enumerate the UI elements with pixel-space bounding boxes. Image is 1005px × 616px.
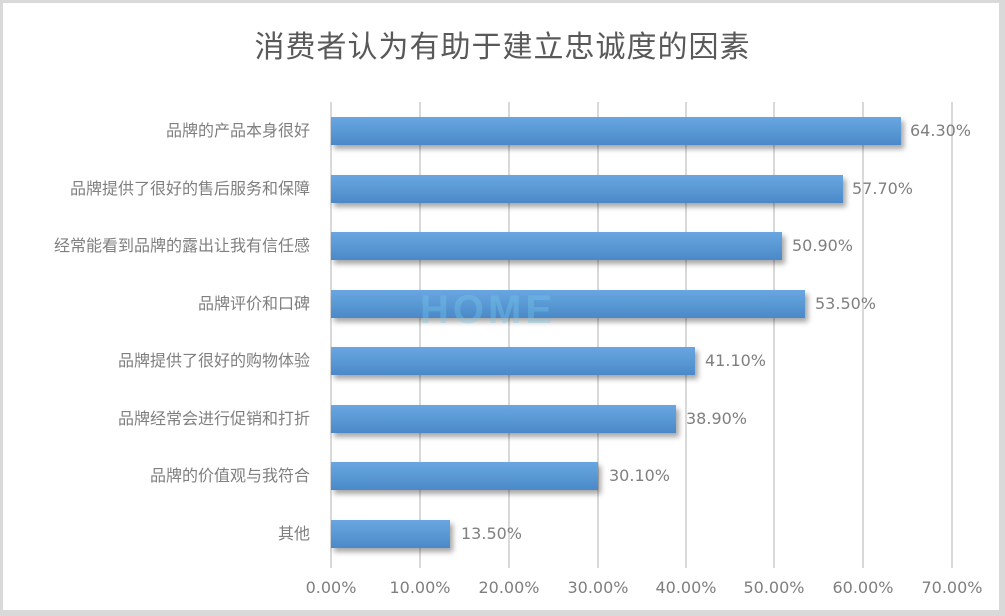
x-tick-label: 20.00%: [478, 578, 540, 597]
category-label: 品牌的价值观与我符合: [149, 466, 310, 485]
bar: [331, 232, 782, 260]
bar: [331, 462, 598, 490]
value-label: 50.90%: [792, 236, 854, 255]
value-label: 57.70%: [852, 179, 914, 198]
bar: [331, 405, 676, 433]
gridline-10: [419, 102, 421, 568]
category-label: 其他: [277, 524, 310, 543]
bar: [331, 520, 450, 548]
chart-title: 消费者认为有助于建立忠诚度的因素: [254, 30, 751, 65]
x-tick-label: 60.00%: [832, 578, 894, 597]
gridline-40: [685, 102, 687, 568]
gridline-20: [508, 102, 510, 568]
category-label: 经常能看到品牌的露出让我有信任感: [53, 236, 310, 255]
gridline-0: [330, 102, 332, 568]
x-tick-label: 0.00%: [305, 578, 357, 597]
x-tick-label: 30.00%: [567, 578, 629, 597]
gridline-70: [951, 102, 953, 568]
value-label: 38.90%: [686, 409, 748, 428]
category-label: 品牌评价和口碑: [197, 294, 310, 313]
x-tick-label: 70.00%: [921, 578, 983, 597]
gridline-30: [597, 102, 599, 568]
x-tick-label: 50.00%: [743, 578, 805, 597]
value-label: 41.10%: [705, 351, 767, 370]
value-label: 64.30%: [910, 121, 972, 140]
category-label: 品牌提供了很好的售后服务和保障: [69, 179, 310, 198]
gridline-50: [773, 102, 775, 568]
bar: [331, 347, 695, 375]
category-label: 品牌经常会进行促销和打折: [117, 409, 310, 428]
value-label: 13.50%: [461, 524, 523, 543]
gridline-60: [862, 102, 864, 568]
x-tick-label: 40.00%: [655, 578, 717, 597]
bar: [331, 117, 901, 145]
x-tick-label: 10.00%: [389, 578, 451, 597]
category-label: 品牌提供了很好的购物体验: [117, 351, 310, 370]
category-label: 品牌的产品本身很好: [165, 121, 310, 140]
value-label: 30.10%: [609, 466, 671, 485]
bar: [331, 175, 843, 203]
bar: [331, 290, 805, 318]
value-label: 53.50%: [815, 294, 877, 313]
